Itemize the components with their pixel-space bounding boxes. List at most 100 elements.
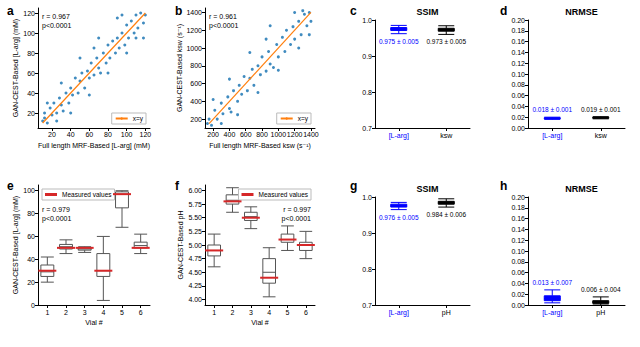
svg-text:1.0: 1.0 [362,17,372,24]
svg-text:0.08: 0.08 [511,81,525,88]
svg-text:c: c [350,4,357,18]
svg-text:GAN-CEST-Based [L-arg] (mM): GAN-CEST-Based [L-arg] (mM) [12,19,20,117]
svg-text:0.9: 0.9 [362,230,372,237]
svg-text:f: f [175,179,180,193]
svg-text:0.16: 0.16 [511,215,525,222]
svg-text:NRMSE: NRMSE [565,7,598,17]
svg-text:b: b [175,4,182,18]
svg-text:0.976 ± 0.005: 0.976 ± 0.005 [379,214,419,221]
svg-text:ksw: ksw [595,132,608,139]
svg-text:2: 2 [64,309,68,316]
svg-text:x=y: x=y [298,115,309,123]
svg-text:4: 4 [101,309,105,316]
svg-text:GAN-CEST-Based [L-arg] (mM): GAN-CEST-Based [L-arg] (mM) [12,196,20,294]
svg-text:200: 200 [190,116,202,123]
svg-text:pH: pH [596,309,605,317]
svg-text:0.00: 0.00 [511,125,525,132]
svg-text:Full length MRF-Based [L-arg]: Full length MRF-Based [L-arg] (mM) [38,142,150,150]
svg-text:0.02: 0.02 [511,114,525,121]
svg-text:[L-arg]: [L-arg] [542,132,562,140]
svg-text:1400: 1400 [186,9,202,16]
svg-text:400: 400 [190,98,202,105]
svg-text:3: 3 [83,309,87,316]
svg-text:1200: 1200 [287,131,303,138]
svg-text:1400: 1400 [303,131,319,138]
svg-text:0.06: 0.06 [511,92,525,99]
svg-text:600: 600 [240,131,252,138]
svg-text:0.18: 0.18 [511,204,525,211]
svg-text:Vial #: Vial # [85,319,102,326]
svg-text:0.02: 0.02 [511,291,525,298]
svg-text:2: 2 [231,309,235,316]
svg-text:5.00: 5.00 [188,242,202,249]
svg-text:0.006 ± 0.004: 0.006 ± 0.004 [581,286,621,293]
svg-text:0.18: 0.18 [511,27,525,34]
svg-text:0.975 ± 0.005: 0.975 ± 0.005 [379,38,419,45]
svg-text:80: 80 [27,210,35,217]
svg-text:6: 6 [139,309,143,316]
svg-text:80: 80 [104,131,112,138]
svg-text:6: 6 [304,309,308,316]
svg-text:SSIM: SSIM [416,184,438,194]
svg-text:40: 40 [27,90,35,97]
svg-text:80: 80 [27,50,35,57]
svg-text:0.20: 0.20 [511,194,525,201]
svg-text:GAN-CEST-Based pH: GAN-CEST-Based pH [177,211,185,280]
svg-text:5.25: 5.25 [188,228,202,235]
svg-text:0.9: 0.9 [362,53,372,60]
svg-text:0.00: 0.00 [511,302,525,309]
svg-text:40: 40 [27,256,35,263]
svg-text:20: 20 [48,131,56,138]
svg-text:0.04: 0.04 [511,103,525,110]
svg-text:0.06: 0.06 [511,269,525,276]
svg-text:100: 100 [23,30,35,37]
svg-text:0.16: 0.16 [511,38,525,45]
svg-text:60: 60 [27,70,35,77]
svg-text:p<0.0001: p<0.0001 [42,215,71,223]
svg-text:200: 200 [207,131,219,138]
svg-text:0.013 ± 0.007: 0.013 ± 0.007 [532,279,572,286]
svg-text:1: 1 [212,309,216,316]
svg-text:x=y: x=y [133,115,144,123]
svg-text:400: 400 [224,131,236,138]
svg-text:0.10: 0.10 [511,71,525,78]
svg-text:5.75: 5.75 [188,201,202,208]
svg-text:SSIM: SSIM [416,7,438,17]
svg-text:r = 0.961: r = 0.961 [209,13,237,20]
svg-text:Full length MRF-Based ksw (s⁻¹: Full length MRF-Based ksw (s⁻¹) [209,142,311,150]
svg-text:4: 4 [267,309,271,316]
svg-text:0.7: 0.7 [362,302,372,309]
svg-text:5: 5 [286,309,290,316]
svg-text:1200: 1200 [186,27,202,34]
svg-text:0.973 ± 0.005: 0.973 ± 0.005 [426,38,466,45]
svg-text:4.50: 4.50 [188,269,202,276]
svg-text:120: 120 [139,131,151,138]
svg-text:d: d [500,4,507,18]
svg-text:1.0: 1.0 [362,194,372,201]
svg-text:r = 0.967: r = 0.967 [42,13,70,20]
svg-text:0.08: 0.08 [511,258,525,265]
svg-text:0.04: 0.04 [511,280,525,287]
svg-text:60: 60 [85,131,93,138]
svg-text:0.8: 0.8 [362,89,372,96]
svg-text:20: 20 [27,110,35,117]
svg-text:Vial #: Vial # [251,319,268,326]
svg-text:e: e [7,179,14,193]
svg-text:0.984 ± 0.006: 0.984 ± 0.006 [426,211,466,218]
svg-text:0.14: 0.14 [511,226,525,233]
svg-text:0.7: 0.7 [362,125,372,132]
svg-text:Measured values: Measured values [259,191,309,198]
svg-text:0.018 ± 0.001: 0.018 ± 0.001 [532,106,572,113]
svg-text:p<0.0001: p<0.0001 [282,215,311,223]
svg-text:NRMSE: NRMSE [565,184,598,194]
svg-text:0.10: 0.10 [511,248,525,255]
svg-text:0: 0 [31,302,35,309]
svg-text:0.12: 0.12 [511,237,525,244]
svg-text:4.25: 4.25 [188,282,202,289]
svg-text:100: 100 [121,131,133,138]
svg-text:[L-arg]: [L-arg] [542,309,562,317]
svg-text:p<0.0001: p<0.0001 [209,22,238,30]
svg-text:p<0.0001: p<0.0001 [42,22,71,30]
svg-text:6.00: 6.00 [188,187,202,194]
svg-text:60: 60 [27,233,35,240]
